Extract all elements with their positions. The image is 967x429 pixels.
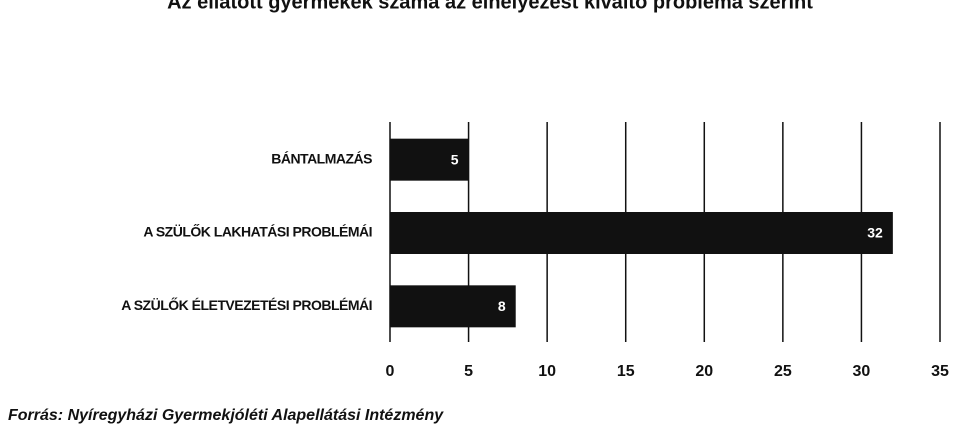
- x-tick-label: 15: [617, 363, 635, 380]
- y-tick-label: A SZÜLŐK LAKHATÁSI PROBLÉMÁI: [143, 223, 372, 240]
- data-label: 8: [498, 298, 506, 314]
- bar: [390, 285, 516, 328]
- y-tick-label: BÁNTALMAZÁS: [271, 150, 372, 166]
- source-note: Forrás: Nyíregyházi Gyermekjóléti Alapel…: [8, 407, 444, 424]
- chart-title: Az ellátott gyermekek száma az elhelyezé…: [167, 0, 813, 13]
- x-tick-label: 30: [853, 363, 871, 380]
- bar: [390, 212, 893, 254]
- data-label: 5: [451, 151, 459, 167]
- x-tick-label: 20: [695, 363, 713, 380]
- x-tick-label: 25: [774, 363, 792, 380]
- x-tick-label: 10: [538, 363, 556, 380]
- data-label: 32: [867, 225, 883, 241]
- x-tick-label: 0: [386, 363, 395, 380]
- y-tick-label: A SZÜLŐK ÉLETVEZETÉSI PROBLÉMÁI: [121, 296, 372, 313]
- x-tick-label: 5: [464, 363, 473, 380]
- bar: [390, 138, 469, 181]
- x-tick-label: 35: [931, 363, 949, 380]
